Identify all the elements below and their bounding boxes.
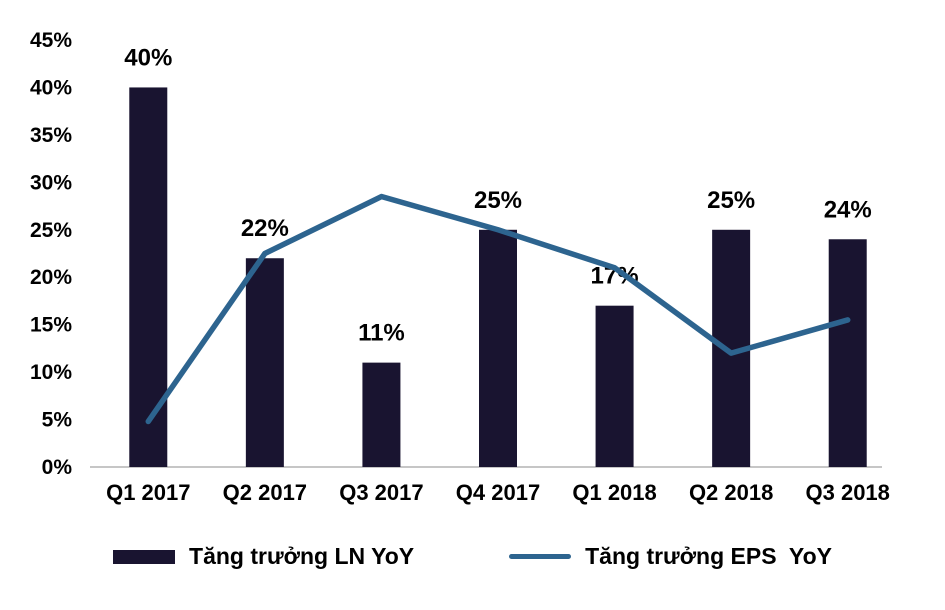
y-axis-tick-label: 5% [42, 409, 73, 432]
legend-line-label: Tăng trưởng EPS YoY [585, 543, 832, 569]
x-axis-tick-label: Q2 2018 [689, 480, 773, 505]
bar-data-label: 40% [124, 44, 172, 71]
x-axis-tick-label: Q4 2017 [456, 480, 540, 505]
bar [828, 239, 867, 467]
x-axis-tick-label: Q1 2017 [106, 480, 190, 505]
legend-bar-label: Tăng trưởng LN YoY [189, 543, 415, 569]
legend-item-ln-yoy: Tăng trưởng LN YoY [113, 543, 414, 570]
bar [595, 305, 634, 467]
y-axis-tick-label: 35% [30, 124, 72, 147]
y-axis-tick-label: 0% [42, 456, 73, 479]
x-axis-tick-label: Q1 2018 [572, 480, 656, 505]
x-axis-tick-label: Q3 2017 [339, 480, 423, 505]
bar [479, 229, 517, 467]
y-axis-tick-label: 45% [30, 29, 72, 52]
bar-data-label: 22% [241, 215, 289, 242]
bar [129, 87, 168, 467]
chart-legend: Tăng trưởng LN YoY Tăng trưởng EPS YoY [0, 543, 945, 570]
y-axis-tick-label: 20% [30, 266, 72, 289]
bar [245, 258, 284, 467]
y-axis-tick-label: 30% [30, 171, 72, 194]
eps-line-series [145, 193, 851, 425]
y-axis-tick-label: 25% [30, 219, 72, 242]
chart-plot: 0% 5% 10% 15% 20% 25% 30% 35% 40% 45% 40% 22% 11% 25%… [30, 29, 890, 505]
x-axis-tick-label: Q3 2018 [806, 480, 890, 505]
y-axis-tick-label: 40% [30, 76, 72, 99]
y-axis-tick-label: 10% [30, 361, 72, 384]
y-axis-tick-label: 15% [30, 314, 72, 337]
bar-data-label: 25% [707, 187, 755, 214]
bar-data-label: 11% [358, 320, 405, 347]
bar-data-label: 25% [474, 187, 522, 214]
x-axis-tick-label: Q2 2017 [223, 480, 307, 505]
legend-bar-swatch [113, 549, 176, 564]
legend-line-swatch [509, 554, 572, 559]
bar [362, 362, 401, 467]
legend-item-eps-yoy: Tăng trưởng EPS YoY [509, 543, 832, 570]
bar-data-label: 24% [824, 196, 872, 223]
